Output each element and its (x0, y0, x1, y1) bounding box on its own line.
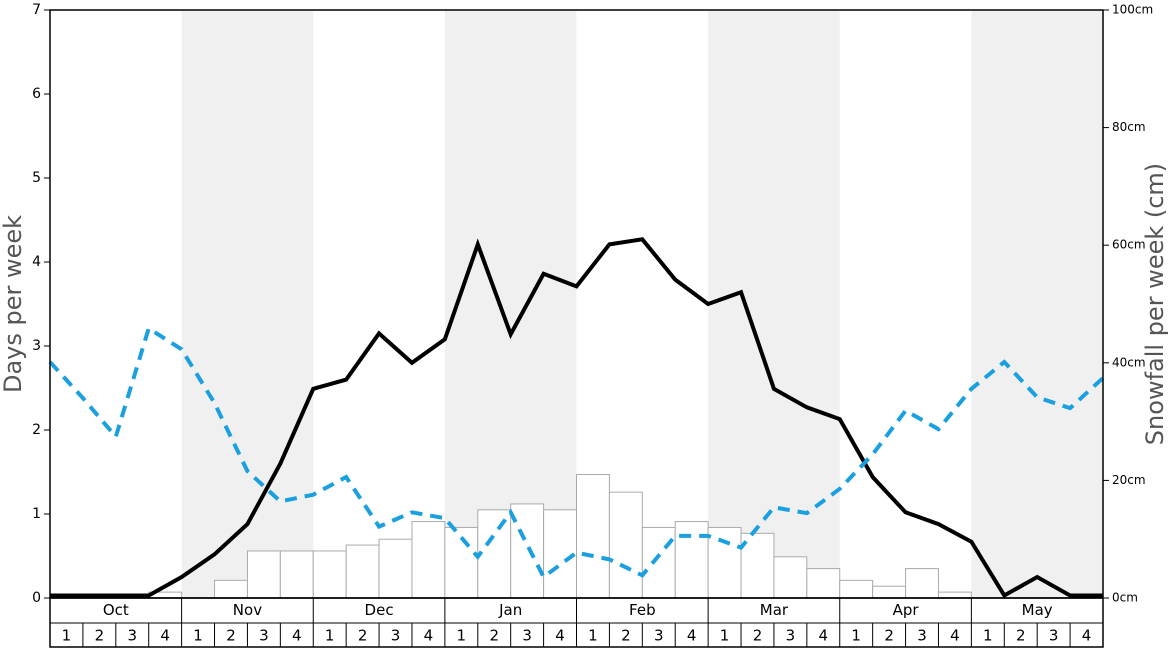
bar (477, 509, 512, 599)
bar (246, 550, 281, 599)
month-label: Feb (629, 601, 656, 619)
week-label: 1 (588, 627, 598, 645)
y-tick-label: 0 (32, 590, 41, 606)
y2-tick-label: 20cm (1112, 473, 1146, 487)
week-label: 1 (720, 627, 730, 645)
week-label: 1 (193, 627, 203, 645)
week-label: 1 (457, 627, 467, 645)
bar (773, 556, 808, 599)
bar (543, 509, 577, 599)
line (50, 237, 1103, 599)
month-label: Dec (365, 601, 394, 619)
week-label: 2 (621, 627, 631, 645)
bar (214, 579, 248, 599)
month-label: Nov (233, 601, 262, 619)
month-band (708, 10, 840, 598)
month-band (444, 10, 577, 598)
y-tick-label: 5 (32, 170, 41, 186)
bar (806, 568, 841, 599)
y-tick-label: 1 (32, 506, 41, 522)
month-label: Mar (760, 601, 789, 619)
bar (740, 532, 775, 599)
bar (608, 491, 643, 599)
week-label: 4 (1082, 627, 1092, 645)
y-axis-label: Days per week (0, 215, 27, 393)
bar (641, 526, 676, 599)
week-label: 3 (654, 627, 664, 645)
bar (707, 526, 742, 599)
week-label: 3 (391, 627, 401, 645)
y2-tick-label: 40cm (1112, 355, 1146, 369)
y-tick-label: 7 (32, 2, 41, 18)
month-label: May (1022, 601, 1053, 619)
y2-tick-label: 0cm (1112, 591, 1138, 605)
y2-tick-label: 80cm (1112, 120, 1146, 134)
week-label: 2 (226, 627, 236, 645)
bar (576, 474, 610, 599)
week-label: 1 (62, 627, 72, 645)
month-label: Oct (103, 601, 129, 619)
week-label: 3 (917, 627, 927, 645)
y2-tick-label: 60cm (1112, 238, 1146, 252)
bar (411, 521, 446, 599)
bar (279, 550, 314, 599)
week-label: 3 (259, 627, 269, 645)
week-label: 2 (1016, 627, 1026, 645)
y-tick-label: 4 (32, 254, 41, 270)
week-label: 3 (127, 627, 137, 645)
month-band (181, 10, 314, 598)
week-label: 1 (851, 627, 861, 645)
week-label: 4 (555, 627, 565, 645)
week-label: 3 (522, 627, 532, 645)
bar (872, 585, 907, 599)
bar (839, 579, 874, 599)
bar (905, 568, 939, 599)
bar (937, 591, 972, 599)
week-label: 2 (884, 627, 894, 645)
week-label: 2 (358, 627, 368, 645)
week-label: 2 (489, 627, 499, 645)
week-label: 2 (95, 627, 105, 645)
y-tick-label: 3 (32, 338, 41, 354)
month-label: Jan (498, 601, 522, 619)
week-label: 4 (160, 627, 170, 645)
month-band (971, 10, 1103, 598)
bar (312, 550, 347, 599)
week-label: 4 (819, 627, 829, 645)
y-tick-label: 2 (32, 422, 41, 438)
week-label: 4 (424, 627, 434, 645)
week-label: 2 (753, 627, 763, 645)
week-label: 4 (950, 627, 960, 645)
bar (674, 521, 709, 599)
y2-tick-label: 100cm (1112, 3, 1153, 17)
week-label: 1 (983, 627, 993, 645)
y2-axis-label: Snowfall per week (cm) (1141, 163, 1168, 445)
bar (345, 544, 380, 599)
week-label: 3 (1049, 627, 1059, 645)
week-label: 1 (325, 627, 335, 645)
week-label: 4 (687, 627, 697, 645)
bar (378, 538, 413, 599)
y-tick-label: 6 (32, 86, 41, 102)
week-label: 3 (786, 627, 796, 645)
week-label: 4 (292, 627, 302, 645)
month-label: Apr (893, 601, 920, 619)
line (48, 325, 1105, 581)
